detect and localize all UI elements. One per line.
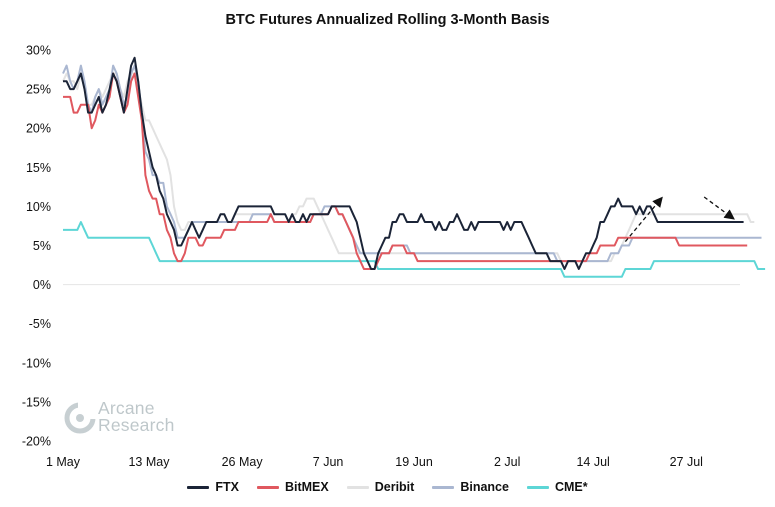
series-line-bitmex: [63, 72, 748, 270]
series-line-cme: [63, 221, 766, 278]
legend-item: Deribit: [346, 480, 415, 494]
series-line-ftx: [63, 56, 744, 270]
y-tick-label: 15%: [26, 161, 51, 175]
trend-arrows: [624, 196, 735, 243]
series-line-deribit: [62, 72, 755, 263]
chart-title: BTC Futures Annualized Rolling 3-Month B…: [225, 12, 550, 28]
legend-item: CME*: [526, 480, 588, 494]
x-tick-label: 14 Jul: [576, 455, 609, 469]
legend-swatch: [256, 485, 279, 489]
y-tick-label: 10%: [26, 200, 51, 214]
x-tick-label: 1 May: [46, 455, 81, 469]
series-layer: [62, 56, 766, 278]
y-tick-label: 25%: [26, 83, 51, 97]
legend-item: FTX: [187, 480, 239, 494]
legend-swatch: [526, 485, 549, 489]
y-tick-label: -15%: [22, 395, 51, 409]
y-tick-label: 0%: [33, 278, 51, 292]
x-tick-label: 7 Jun: [313, 455, 344, 469]
legend-label: FTX: [215, 480, 239, 494]
legend-label: Binance: [460, 480, 509, 494]
y-tick-label: -10%: [22, 356, 51, 370]
legend-swatch: [346, 485, 369, 489]
legend-label: Deribit: [374, 480, 415, 494]
x-tick-label: 13 May: [128, 455, 170, 469]
legend-item: Binance: [432, 480, 509, 494]
legend-label: BitMEX: [284, 480, 329, 494]
x-tick-label: 19 Jun: [395, 455, 433, 469]
y-tick-label: -5%: [29, 317, 51, 331]
arcane-research-watermark: Arcane Research: [64, 398, 204, 440]
y-tick-label: -20%: [22, 435, 51, 449]
trend-arrow: [624, 196, 663, 243]
y-tick-label: 20%: [26, 122, 51, 136]
x-tick-label: 2 Jul: [494, 455, 520, 469]
legend-swatch: [432, 485, 455, 489]
watermark-text: Arcane Research: [98, 398, 175, 435]
watermark-line-2: Research: [98, 415, 175, 435]
x-axis: 1 May 13 May 26 May 7 Jun 19 Jun 2 Jul 14 Jul 2…: [46, 455, 703, 469]
legend-item: BitMEX: [256, 480, 329, 494]
watermark-line-1: Arcane: [98, 398, 155, 418]
x-tick-label: 26 May: [222, 455, 264, 469]
legend: FTX BitMEX Deribit Binance CME*: [0, 480, 775, 494]
trend-arrow: [703, 196, 735, 220]
y-axis: 30% 25% 20% 15% 10% 5% 0% -5% -10% -15% -20%: [22, 44, 51, 449]
x-tick-label: 27 Jul: [670, 455, 703, 469]
legend-swatch: [187, 485, 210, 489]
arcane-logo-icon: [64, 402, 96, 434]
y-tick-label: 5%: [33, 239, 51, 253]
y-tick-label: 30%: [26, 44, 51, 58]
legend-label: CME*: [554, 480, 588, 494]
